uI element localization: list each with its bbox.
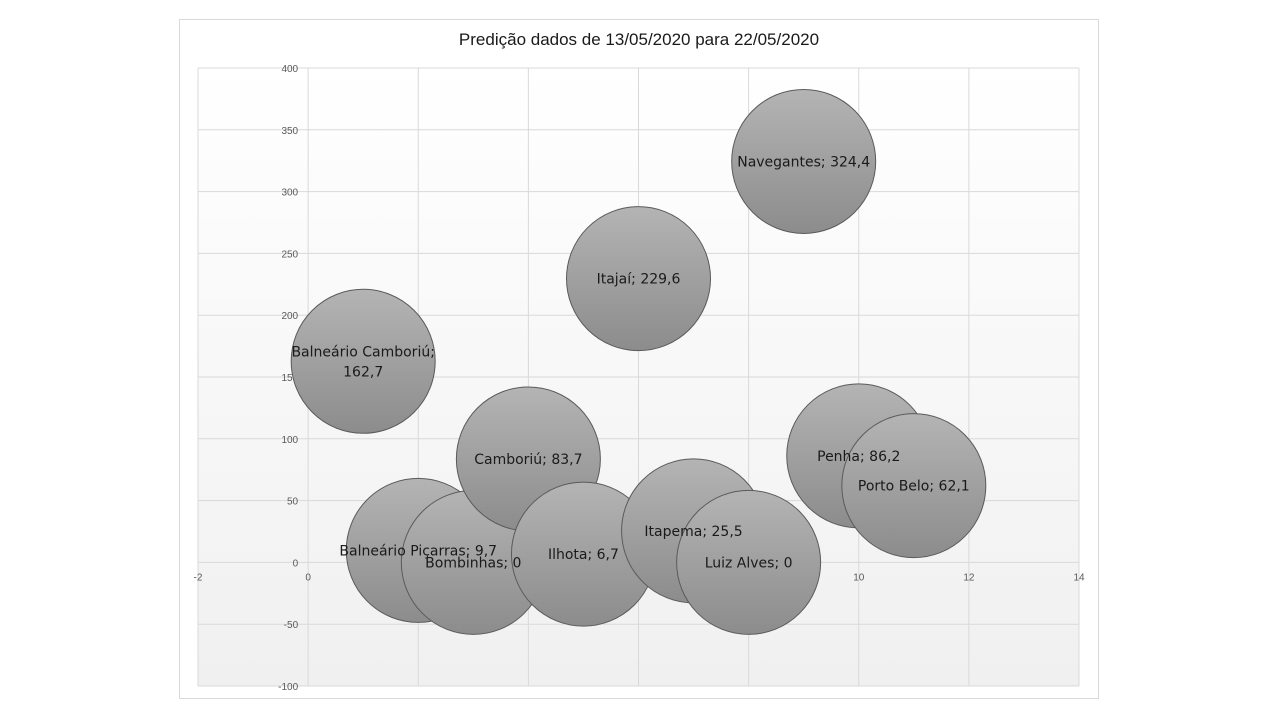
y-tick-label: 400 <box>281 64 298 75</box>
bubble <box>566 206 711 352</box>
y-tick-label: 350 <box>281 126 298 137</box>
x-tick-label: -2 <box>194 572 203 583</box>
y-tick-label: 100 <box>281 435 298 446</box>
data-label: Navegantes; 324,4 <box>737 154 870 170</box>
y-tick-label: -100 <box>278 682 298 693</box>
data-label: Penha; 86,2 <box>817 449 900 465</box>
x-tick-label: 0 <box>305 572 311 583</box>
x-tick-label: 14 <box>1073 572 1085 583</box>
y-tick-label: 200 <box>281 311 298 322</box>
y-tick-label: 150 <box>281 373 298 384</box>
data-label: Balneário Piçarras; 9,7 <box>339 543 497 559</box>
bubble <box>731 88 877 234</box>
bubble <box>676 489 822 635</box>
bubble <box>841 413 987 559</box>
y-tick-label: 50 <box>287 497 299 508</box>
bubble <box>290 288 436 434</box>
data-label: Porto Belo; 62,1 <box>858 479 970 495</box>
data-label: Balneário Camboriú; <box>291 344 434 360</box>
data-label: Bombinhas; 0 <box>425 555 521 571</box>
data-label: Itajaí; 229,6 <box>597 272 681 288</box>
x-tick-label: 12 <box>963 572 975 583</box>
y-tick-label: 0 <box>293 558 299 569</box>
data-label: Camboriú; 83,7 <box>474 452 582 468</box>
data-label: Ilhota; 6,7 <box>548 547 619 563</box>
y-tick-label: 250 <box>281 249 298 260</box>
data-label: Luiz Alves; 0 <box>705 555 793 571</box>
data-label: Itapema; 25,5 <box>644 524 742 540</box>
y-tick-label: -50 <box>284 620 299 631</box>
y-tick-label: 300 <box>281 188 298 199</box>
chart-title: Predição dados de 13/05/2020 para 22/05/… <box>458 30 820 49</box>
data-label: 162,7 <box>343 364 383 380</box>
bubble-labels: Balneário Camboriú; 162,7 Balneário Piçarr… <box>291 154 969 571</box>
bubbles <box>290 88 987 635</box>
x-tick-label: 10 <box>853 572 865 583</box>
